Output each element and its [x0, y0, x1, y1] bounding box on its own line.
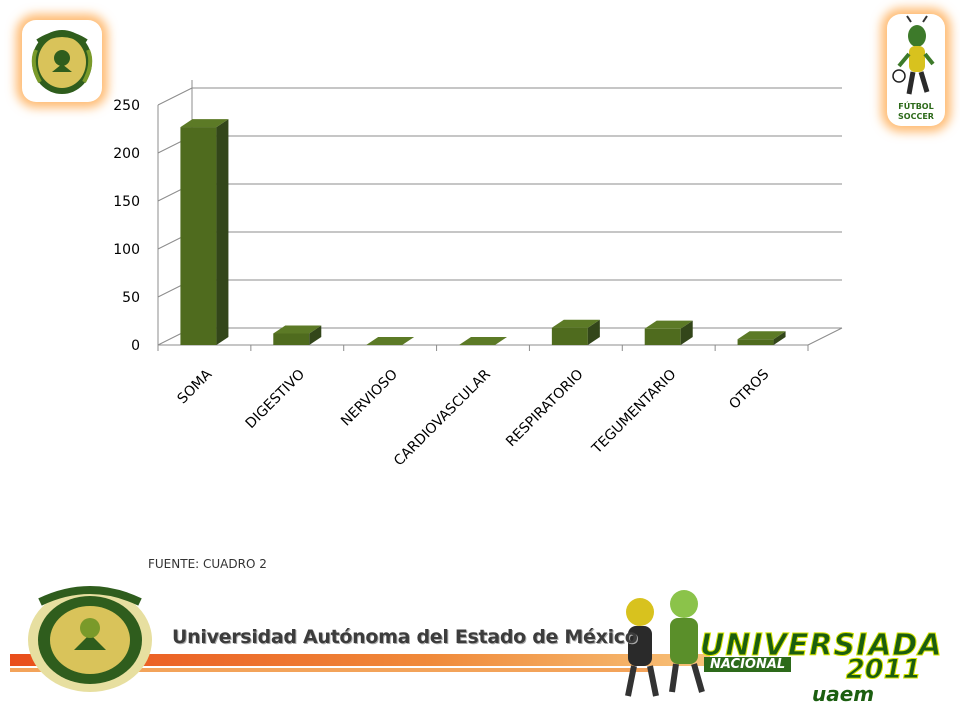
bar	[459, 337, 507, 345]
mascot-logo-box: FÚTBOL SOCCER	[887, 14, 945, 126]
bar-top	[366, 337, 415, 345]
university-logo-box	[22, 20, 102, 102]
bar-side	[309, 325, 322, 345]
bar-top	[180, 119, 229, 128]
floor-edge	[807, 327, 843, 346]
bar	[737, 331, 786, 345]
bar	[180, 119, 229, 345]
bar-side	[773, 331, 786, 345]
mascot-caption-line2: SOCCER	[898, 112, 934, 121]
bar	[273, 325, 322, 345]
bar	[551, 319, 600, 345]
mascot-caption-line1: FÚTBOL	[898, 100, 933, 111]
x-category-label: SOMA	[175, 366, 216, 407]
bar-side	[680, 320, 693, 345]
chart-grid	[157, 87, 842, 346]
event-year: 2011	[845, 654, 922, 686]
bar-front	[273, 333, 310, 345]
bar-side	[587, 319, 600, 345]
y-tick-label: 50	[122, 290, 140, 306]
university-seal-icon	[31, 30, 93, 94]
institution-name: Universidad Autónoma del Estado de Méxic…	[172, 626, 638, 648]
chart-bars	[180, 119, 786, 345]
x-category-label: DIGESTIVO	[243, 367, 308, 432]
soccer-mascot-icon: FÚTBOL SOCCER	[892, 15, 935, 121]
y-tick-label: 0	[131, 338, 140, 354]
source-note: FUENTE: CUADRO 2	[148, 557, 267, 571]
bar-front	[737, 339, 774, 345]
chart-axes	[157, 80, 843, 351]
event-subtitle: NACIONAL	[704, 657, 792, 672]
bar-front	[644, 328, 681, 345]
bar	[366, 337, 415, 345]
bar-top	[551, 319, 600, 328]
y-tick-label: 200	[113, 146, 140, 162]
footer-banner	[10, 586, 710, 697]
bar-front	[180, 127, 217, 345]
footer-seal-icon	[28, 586, 152, 692]
bar-top	[644, 320, 693, 329]
y-tick-label: 100	[113, 242, 140, 258]
gridline-side	[157, 87, 193, 106]
event-tag: uaem	[812, 682, 875, 706]
bar-top	[737, 331, 786, 340]
x-category-label: CARDIOVASCULAR	[391, 366, 494, 469]
bar-top	[273, 325, 322, 334]
x-category-label: NERVIOSO	[338, 367, 401, 430]
bar	[644, 320, 693, 345]
y-tick-label: 150	[113, 194, 140, 210]
bar-chart: 0 50 100 150 200 250 SOMA DIGESTIVO NERVIOSOCAR…	[113, 80, 843, 469]
bar-side	[216, 119, 229, 345]
y-tick-label: 250	[113, 98, 140, 114]
x-category-label: TEGUMENTARIO	[588, 367, 679, 458]
mascots-icon	[625, 590, 705, 697]
bar-front	[551, 327, 588, 345]
y-tick-labels: 0 50 100 150 200 250	[113, 98, 140, 354]
bar-top	[459, 337, 507, 345]
x-category-label: RESPIRATORIO	[503, 367, 587, 451]
x-category-label: OTROS	[726, 366, 772, 412]
